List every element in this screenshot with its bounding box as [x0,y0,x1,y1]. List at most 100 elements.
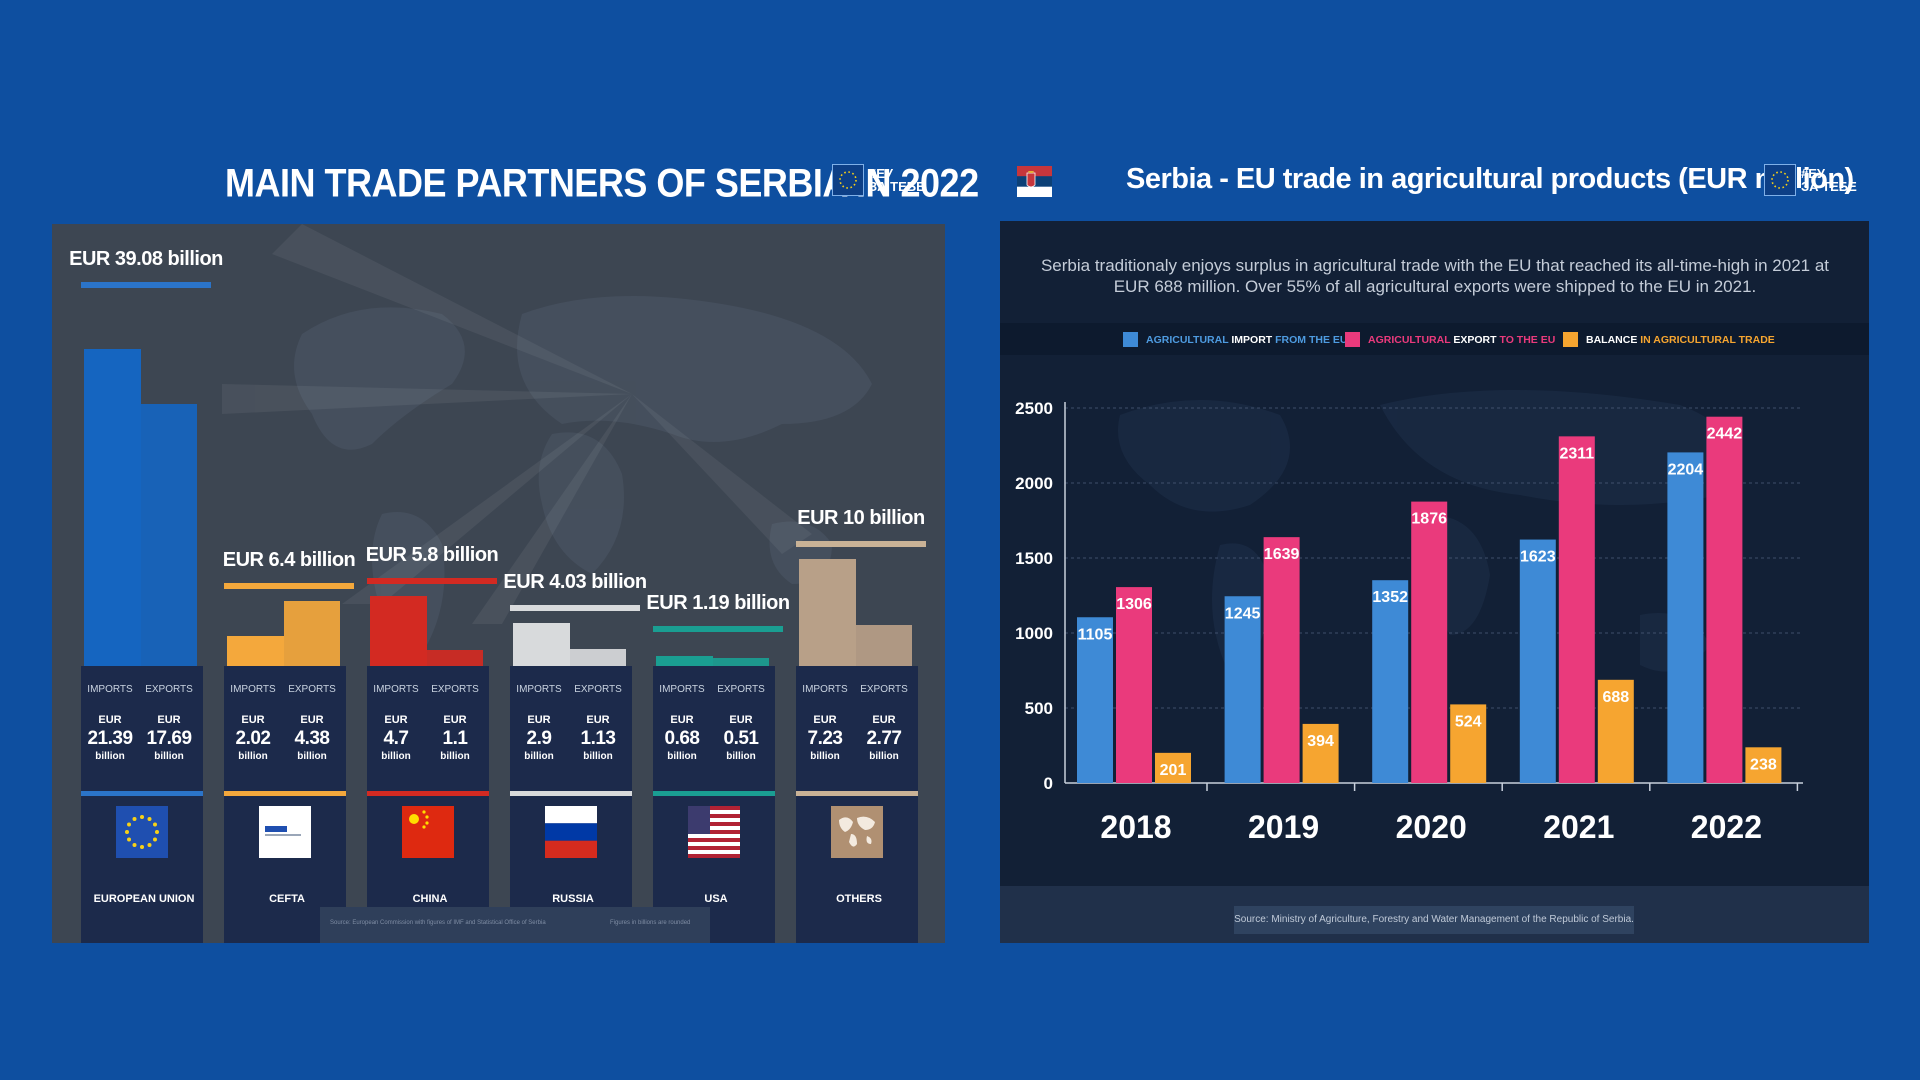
imports-value: 21.39 [87,728,133,749]
imports-billion: billion [381,751,411,762]
import-bar [227,636,284,666]
data-label: 1245 [1225,605,1261,622]
partner-total-label: EUR 5.8 billion [365,544,499,567]
eu-stars-icon [832,164,864,196]
y-tick-label: 2000 [1015,474,1053,493]
exports-heading: EXPORTS [145,684,193,695]
left-footer: Source: European Commission with figures… [320,907,710,943]
y-tick-label: 1000 [1015,624,1053,643]
imports-eur: EUR [384,714,408,726]
exports-billion: billion [583,751,613,762]
data-label: 2204 [1668,461,1704,478]
exports-value: 17.69 [146,728,192,749]
page-title-right: Serbia - EU trade in agricultural produc… [1126,163,1854,195]
partner-total-label: EUR 4.03 billion [503,571,647,594]
bar-2019-0 [1224,596,1261,783]
total-line [81,282,211,288]
imports-heading: IMPORTS [802,684,848,695]
export-bar [284,601,340,666]
imports-billion: billion [810,751,840,762]
intro-text: Serbia traditionaly enjoys surplus in ag… [1040,255,1830,297]
eu-for-you-logo-right: #ЕУ ЗА ТЕБЕ [1764,164,1857,196]
left-note: Figures in billions are rounded [610,920,691,926]
imports-billion: billion [238,751,268,762]
data-label: 2442 [1707,426,1743,443]
legend-swatch [1345,332,1360,347]
y-tick-label: 500 [1025,699,1053,718]
exports-heading: EXPORTS [860,684,908,695]
eu-flag-icon [116,806,168,858]
exports-eur: EUR [443,714,467,726]
x-tick-label: 2020 [1396,809,1467,845]
data-label: 394 [1307,733,1334,750]
data-label: 238 [1750,756,1777,773]
imports-eur: EUR [241,714,265,726]
imports-billion: billion [95,751,125,762]
imports-value: 7.23 [807,728,843,749]
intro-line-1: Serbia traditionaly enjoys surplus in ag… [1040,256,1830,275]
x-tick-label: 2021 [1543,809,1614,845]
eu-for-you-logo: #ЕУ ЗА ТЕБЕ [832,164,925,196]
bar-2022-1 [1706,416,1743,783]
exports-heading: EXPORTS [288,684,336,695]
partner-data-block [796,666,918,943]
exports-heading: EXPORTS [717,684,765,695]
partner-data-block [367,666,489,943]
partner-name: OTHERS [836,893,882,905]
x-tick-label: 2022 [1691,809,1762,845]
logo-text-2: ЗА ТЕБЕ [869,179,925,194]
partner-total-label: EUR 1.19 billion [646,592,790,614]
eu-stars-icon [1764,164,1796,196]
bar-2020-0 [1372,580,1409,783]
exports-eur: EUR [872,714,896,726]
legend-swatch [1123,332,1138,347]
imports-value: 2.02 [235,728,271,749]
data-label: 201 [1160,762,1187,779]
partner-separator [81,791,203,796]
imports-heading: IMPORTS [516,684,562,695]
imports-value: 0.68 [664,728,700,749]
exports-billion: billion [297,751,327,762]
import-bar [370,596,427,666]
partner-total-label: EUR 10 billion [797,506,925,529]
import-bar [656,655,713,666]
partner-name: USA [704,893,728,905]
y-tick-label: 0 [1044,774,1053,793]
bar-2020-2 [1450,704,1487,783]
partner-separator [653,791,775,796]
bar-2019-1 [1263,537,1300,783]
imports-eur: EUR [813,714,837,726]
bar-2021-0 [1519,539,1556,783]
partner-name: CHINA [412,893,448,905]
logo-text-1: #ЕУ [869,166,893,181]
import-bar [799,558,856,666]
exports-billion: billion [869,751,899,762]
imports-billion: billion [667,751,697,762]
legend-swatch [1563,332,1578,347]
chart-legend: AGRICULTURAL IMPORT FROM THE EU AGRICULT… [1000,323,1869,355]
imports-heading: IMPORTS [373,684,419,695]
data-label: 1352 [1372,589,1408,606]
partner-separator [510,791,632,796]
data-label: 524 [1455,713,1482,730]
total-line [367,578,497,585]
china-flag-icon [402,806,454,858]
data-label: 1306 [1116,596,1152,613]
export-bar [570,649,626,666]
partner-separator [367,791,489,796]
imports-eur: EUR [527,714,551,726]
exports-billion: billion [154,751,184,762]
import-bar [513,623,570,666]
russia-flag-icon [545,806,597,858]
exports-value: 1.1 [442,728,468,749]
imports-value: 4.7 [383,728,409,749]
partner-data-block [653,666,775,943]
imports-eur: EUR [98,714,122,726]
total-line [510,605,640,612]
bar-2021-2 [1597,679,1634,783]
y-tick-label: 1500 [1015,549,1053,568]
total-line [796,540,926,547]
imports-eur: EUR [670,714,694,726]
bar-2022-2 [1745,747,1782,783]
